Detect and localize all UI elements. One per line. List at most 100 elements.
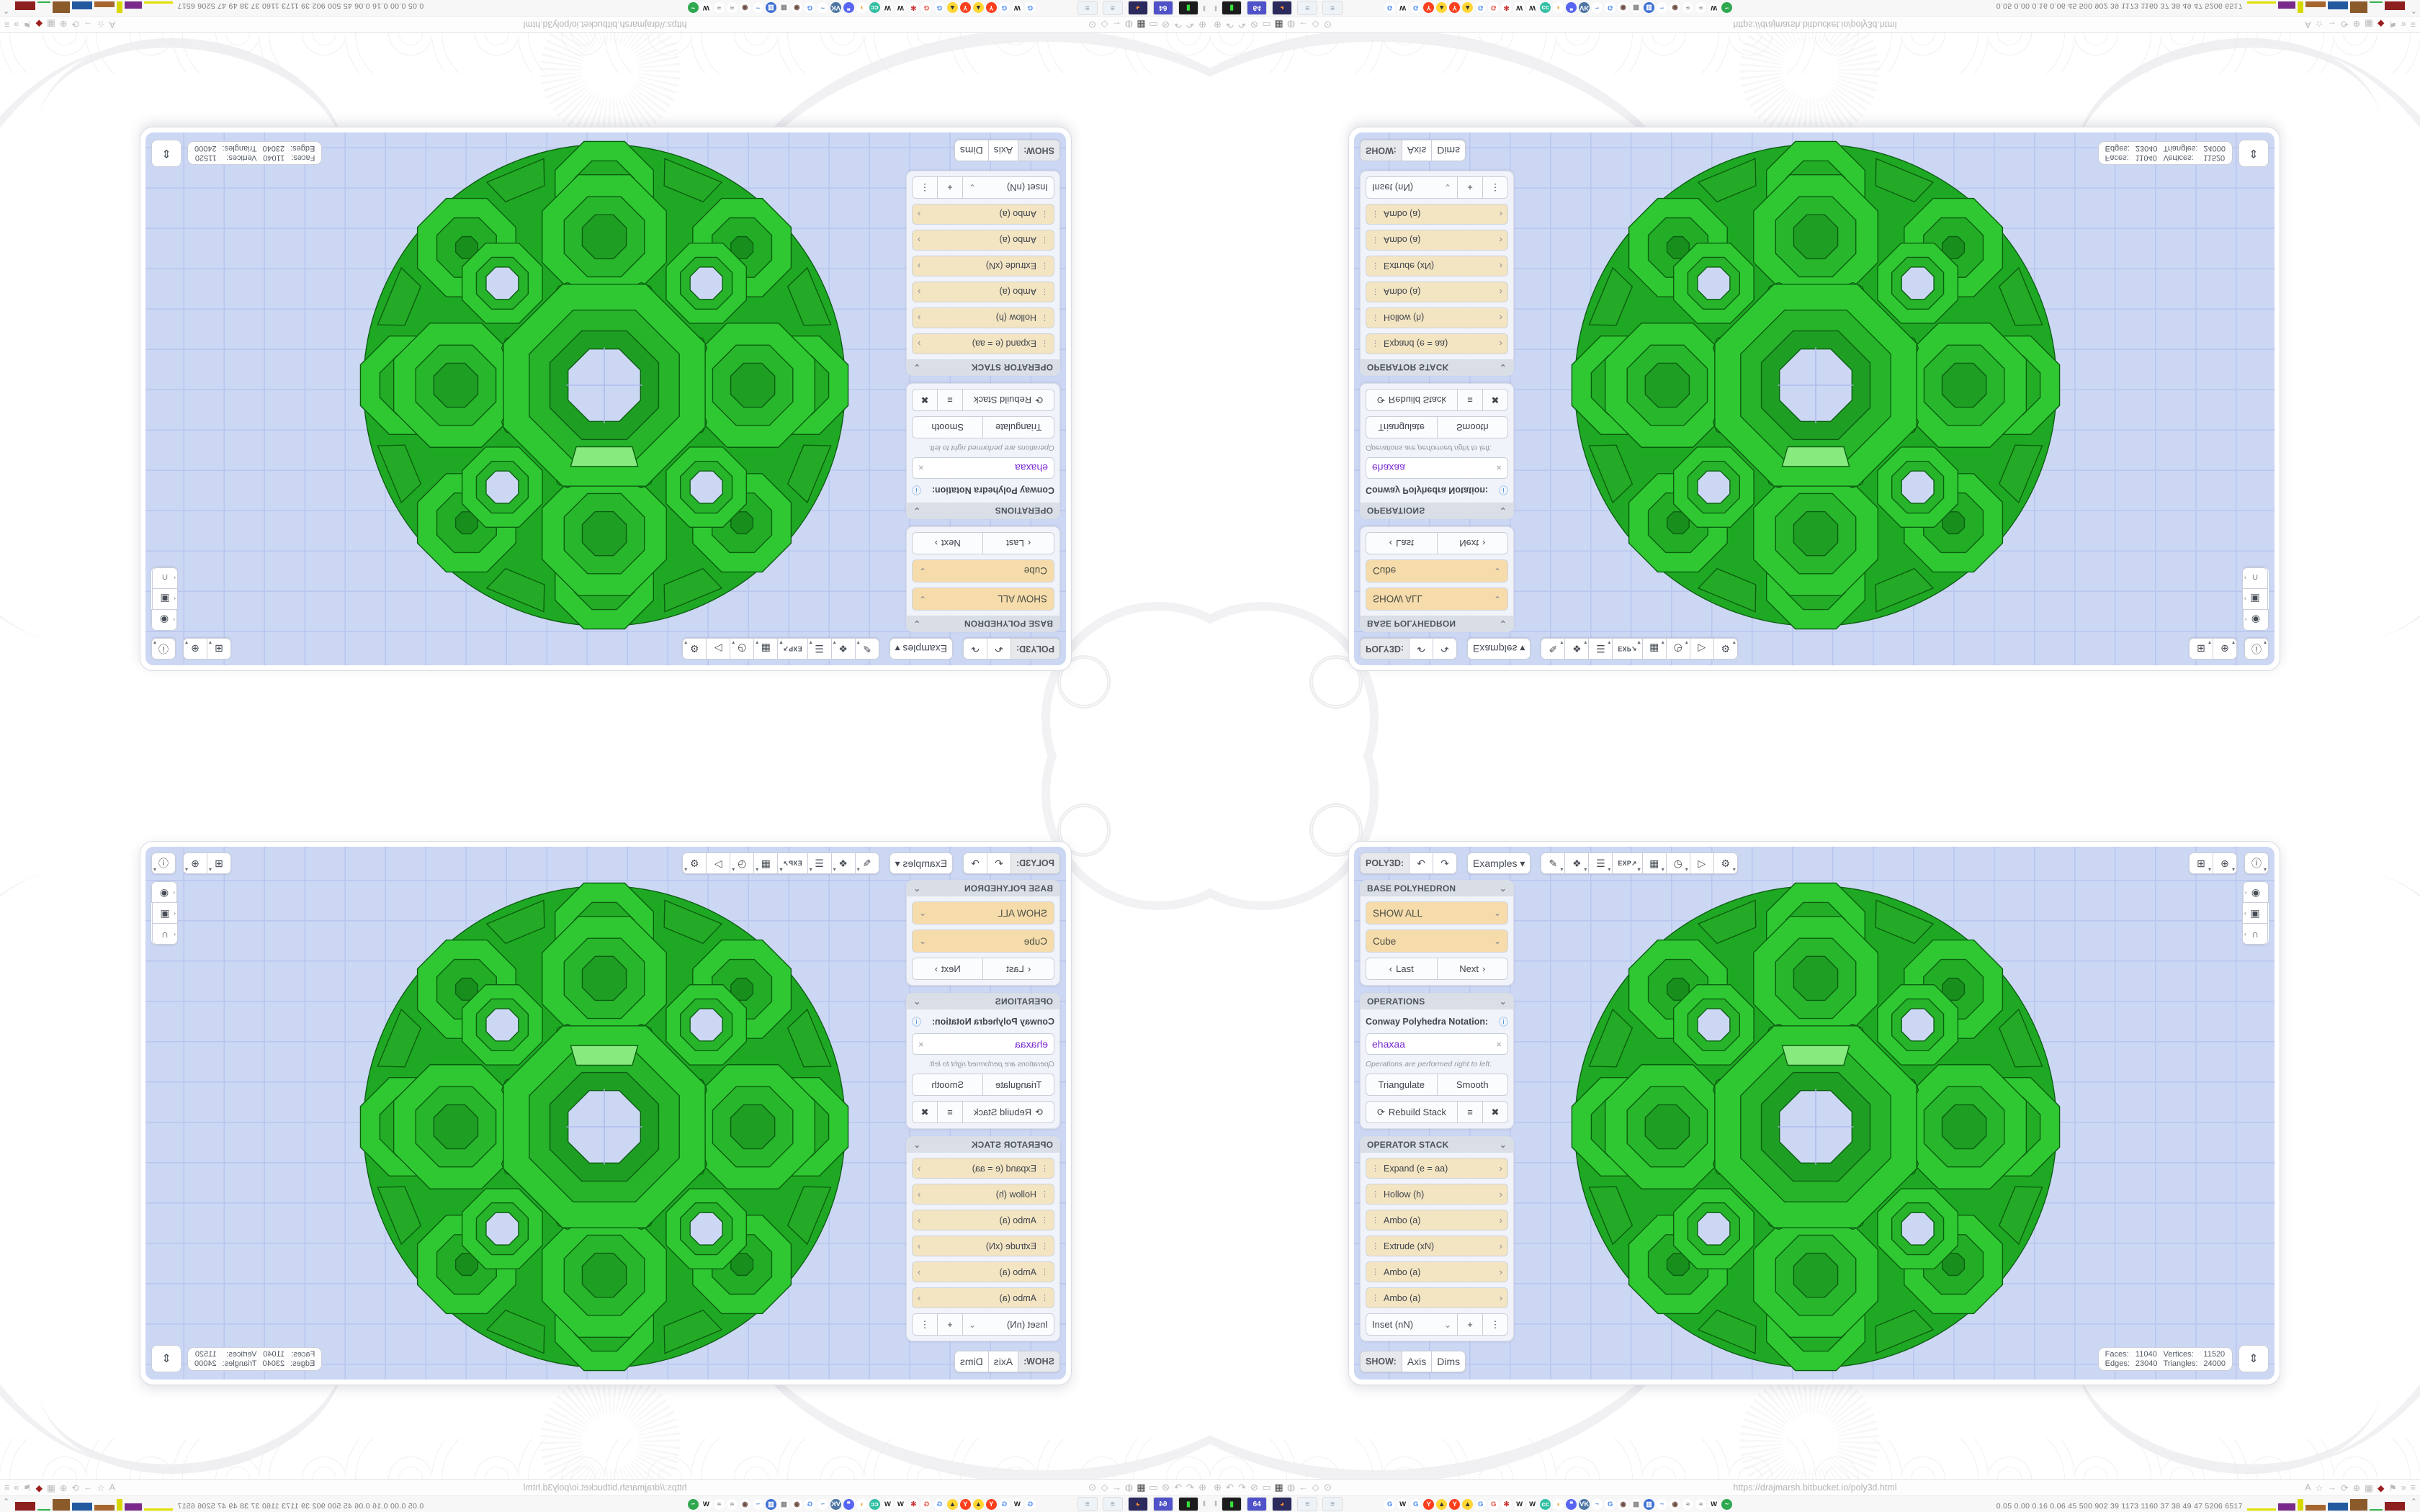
fish-favicon[interactable]: ≈ [726, 2, 738, 14]
history-button[interactable]: ◷ ▾ [730, 852, 755, 874]
view-3d-button[interactable]: ❖ ▾ [1564, 852, 1590, 874]
firefox-app-icon[interactable]: ◕ [1272, 1, 1293, 15]
axis-toggle-button[interactable]: Axis [1401, 140, 1433, 161]
last-button[interactable]: ‹ Last [1366, 958, 1438, 980]
overflow-chevrons-icon[interactable]: » [14, 1482, 19, 1493]
menu-icon[interactable]: ≡ [4, 19, 10, 30]
info-button[interactable]: ⓘ ▾ [2244, 638, 2269, 660]
triangulate-button[interactable]: Triangulate [1366, 1074, 1438, 1096]
images-favicon[interactable]: ▲ [1436, 1498, 1448, 1510]
overflow-chevrons-icon[interactable]: » [2401, 19, 2406, 30]
add-operator-select[interactable]: Inset (nN) ⌄ [1366, 1313, 1458, 1336]
run-button[interactable]: ▷ [706, 852, 731, 874]
vk-favicon[interactable]: VK [830, 2, 841, 14]
section-view-button[interactable]: ‹ ▣ [152, 588, 178, 610]
terminal-app-icon[interactable]: ▮ [1222, 1497, 1242, 1511]
firefox-app-icon[interactable]: ◕ [1127, 1, 1148, 15]
drag-handle-icon[interactable]: ⋮ [1041, 1242, 1049, 1251]
operator-item[interactable]: ⋮ Ambo (a) › [912, 282, 1054, 302]
show-all-select[interactable]: SHOW ALL ⌄ [1366, 901, 1508, 924]
drag-handle-icon[interactable]: ⋮ [1371, 1268, 1379, 1277]
globe-button[interactable]: ⊕ ▾ [183, 638, 207, 660]
cc-favicon[interactable]: cc [869, 2, 880, 14]
redo-button[interactable]: ↷ [1433, 852, 1458, 874]
snap-button[interactable]: ‹ ∩ [2242, 567, 2268, 589]
drag-handle-icon[interactable]: ⋮ [1371, 1216, 1379, 1225]
yandex-favicon[interactable]: Y [985, 1498, 997, 1510]
fish-favicon[interactable]: ≈ [726, 1498, 738, 1510]
bookmark-star-icon[interactable]: ☆ [2315, 1482, 2323, 1493]
images-favicon[interactable]: ▲ [1436, 2, 1448, 14]
drag-handle-icon[interactable]: ⋮ [1371, 287, 1379, 296]
export-button[interactable]: EXP↗ ▾ [777, 638, 808, 660]
chat-favicon[interactable]: ❝ [1566, 1498, 1577, 1510]
info-icon[interactable]: ⓘ [912, 1017, 922, 1027]
refresh-icon[interactable]: ⟳ [71, 1482, 79, 1493]
operator-item[interactable]: ⋮ Ambo (a) › [912, 1210, 1054, 1230]
wikipedia-favicon[interactable]: W [1527, 2, 1538, 14]
wikipedia-favicon[interactable]: W [1011, 2, 1023, 14]
operator-item[interactable]: ⋮ Ambo (a) › [1366, 1261, 1508, 1282]
last-button[interactable]: ‹ Last [982, 532, 1054, 554]
notation-input[interactable]: ehaxaa × [912, 1033, 1054, 1055]
collapse-chevron-icon[interactable]: ⌃ [2410, 1497, 2417, 1506]
google-favicon[interactable]: G [998, 2, 1010, 14]
menu-icon[interactable]: ≡ [2410, 1482, 2416, 1493]
info-button[interactable]: ⓘ ▾ [151, 852, 176, 874]
calendar-clock-button[interactable]: ⊞ ▾ [207, 638, 231, 660]
clear-icon[interactable]: × [918, 1038, 924, 1050]
operator-item[interactable]: ⋮ Hollow (h) › [912, 1184, 1054, 1205]
google-favicon[interactable]: G [998, 1498, 1010, 1510]
images-favicon[interactable]: ▲ [1462, 2, 1474, 14]
operator-item[interactable]: ⋮ Expand (e = aa) › [1366, 1158, 1508, 1179]
bookmark-star-icon[interactable]: ☆ [97, 1482, 105, 1493]
view-3d-button[interactable]: ❖ ▾ [1564, 638, 1590, 660]
drag-handle-icon[interactable]: ⋮ [1041, 1190, 1049, 1199]
yandex-favicon[interactable]: Y [1449, 2, 1461, 14]
images-favicon[interactable]: ▲ [972, 2, 984, 14]
data-table-button[interactable]: ▦ ▾ [753, 638, 779, 660]
wikipedia-favicon[interactable]: W [700, 2, 712, 14]
wikipedia-favicon[interactable]: W [882, 2, 893, 14]
clear-icon[interactable]: × [1496, 462, 1502, 474]
operator-item[interactable]: ⋮ Ambo (a) › [912, 204, 1054, 225]
ublock-shield-icon[interactable]: ◆ [2377, 19, 2385, 30]
draw-style-button[interactable]: ✎ ▾ [1541, 852, 1566, 874]
drag-handle-icon[interactable]: ⋮ [1041, 1294, 1049, 1302]
wikipedia-favicon[interactable]: W [1397, 1498, 1409, 1510]
examples-dropdown[interactable]: Examples ▾ [889, 638, 953, 660]
show-all-select[interactable]: SHOW ALL ⌄ [1366, 588, 1508, 611]
cheese-favicon[interactable]: ◗ [1553, 1498, 1564, 1510]
overflow-chevrons-icon[interactable]: » [2401, 1482, 2406, 1493]
dove-favicon[interactable]: ~ [752, 2, 763, 14]
redo-button[interactable]: ↷ [1433, 638, 1458, 660]
operations-header[interactable]: OPERATIONS ⌄ [1361, 994, 1513, 1009]
bin-favicon[interactable]: ▥ [1644, 1498, 1655, 1510]
section-view-button[interactable]: ‹ ▣ [2242, 902, 2268, 924]
bookmark-star-icon[interactable]: ☆ [2315, 19, 2323, 30]
operator-item[interactable]: ⋮ Ambo (a) › [912, 230, 1054, 251]
globe-icon[interactable]: ⊕ [1214, 1482, 1222, 1493]
settings-button[interactable]: ⚙ ▾ [1713, 852, 1738, 874]
drag-handle-icon[interactable]: ⋮ [1041, 1268, 1049, 1277]
google-favicon[interactable]: G [920, 1498, 932, 1510]
google-favicon[interactable]: G [920, 2, 932, 14]
drag-handle-icon[interactable]: ⋮ [1041, 287, 1049, 296]
smooth-button[interactable]: Smooth [1436, 1074, 1508, 1096]
drag-handle-icon[interactable]: ⋮ [1041, 1164, 1049, 1173]
app-title-button[interactable]: POLY3D: [1010, 638, 1060, 660]
redo-button[interactable]: ↷ [962, 852, 987, 874]
thumbs-up-icon[interactable]: ⚑ [2388, 1482, 2397, 1493]
flower-favicon[interactable]: ✻ [908, 1498, 919, 1510]
drag-handle-icon[interactable]: ⋮ [1371, 235, 1379, 244]
settings-button[interactable]: ⚙ ▾ [682, 852, 707, 874]
snap-button[interactable]: ‹ ∩ [2242, 923, 2268, 945]
smooth-button[interactable]: Smooth [912, 1074, 984, 1096]
rebuild-stack-button[interactable]: ⟳ Rebuild Stack [962, 1101, 1054, 1123]
add-operator-button[interactable]: + [1457, 1313, 1483, 1336]
edit-script-button[interactable]: ☰ ▾ [1588, 638, 1613, 660]
fit-view-button[interactable]: ⇕ [151, 140, 182, 167]
app-title-button[interactable]: POLY3D: [1010, 852, 1060, 874]
dove-favicon[interactable]: ~ [817, 2, 828, 14]
base-polyhedron-header[interactable]: BASE POLYHEDRON ⌄ [1361, 616, 1513, 631]
